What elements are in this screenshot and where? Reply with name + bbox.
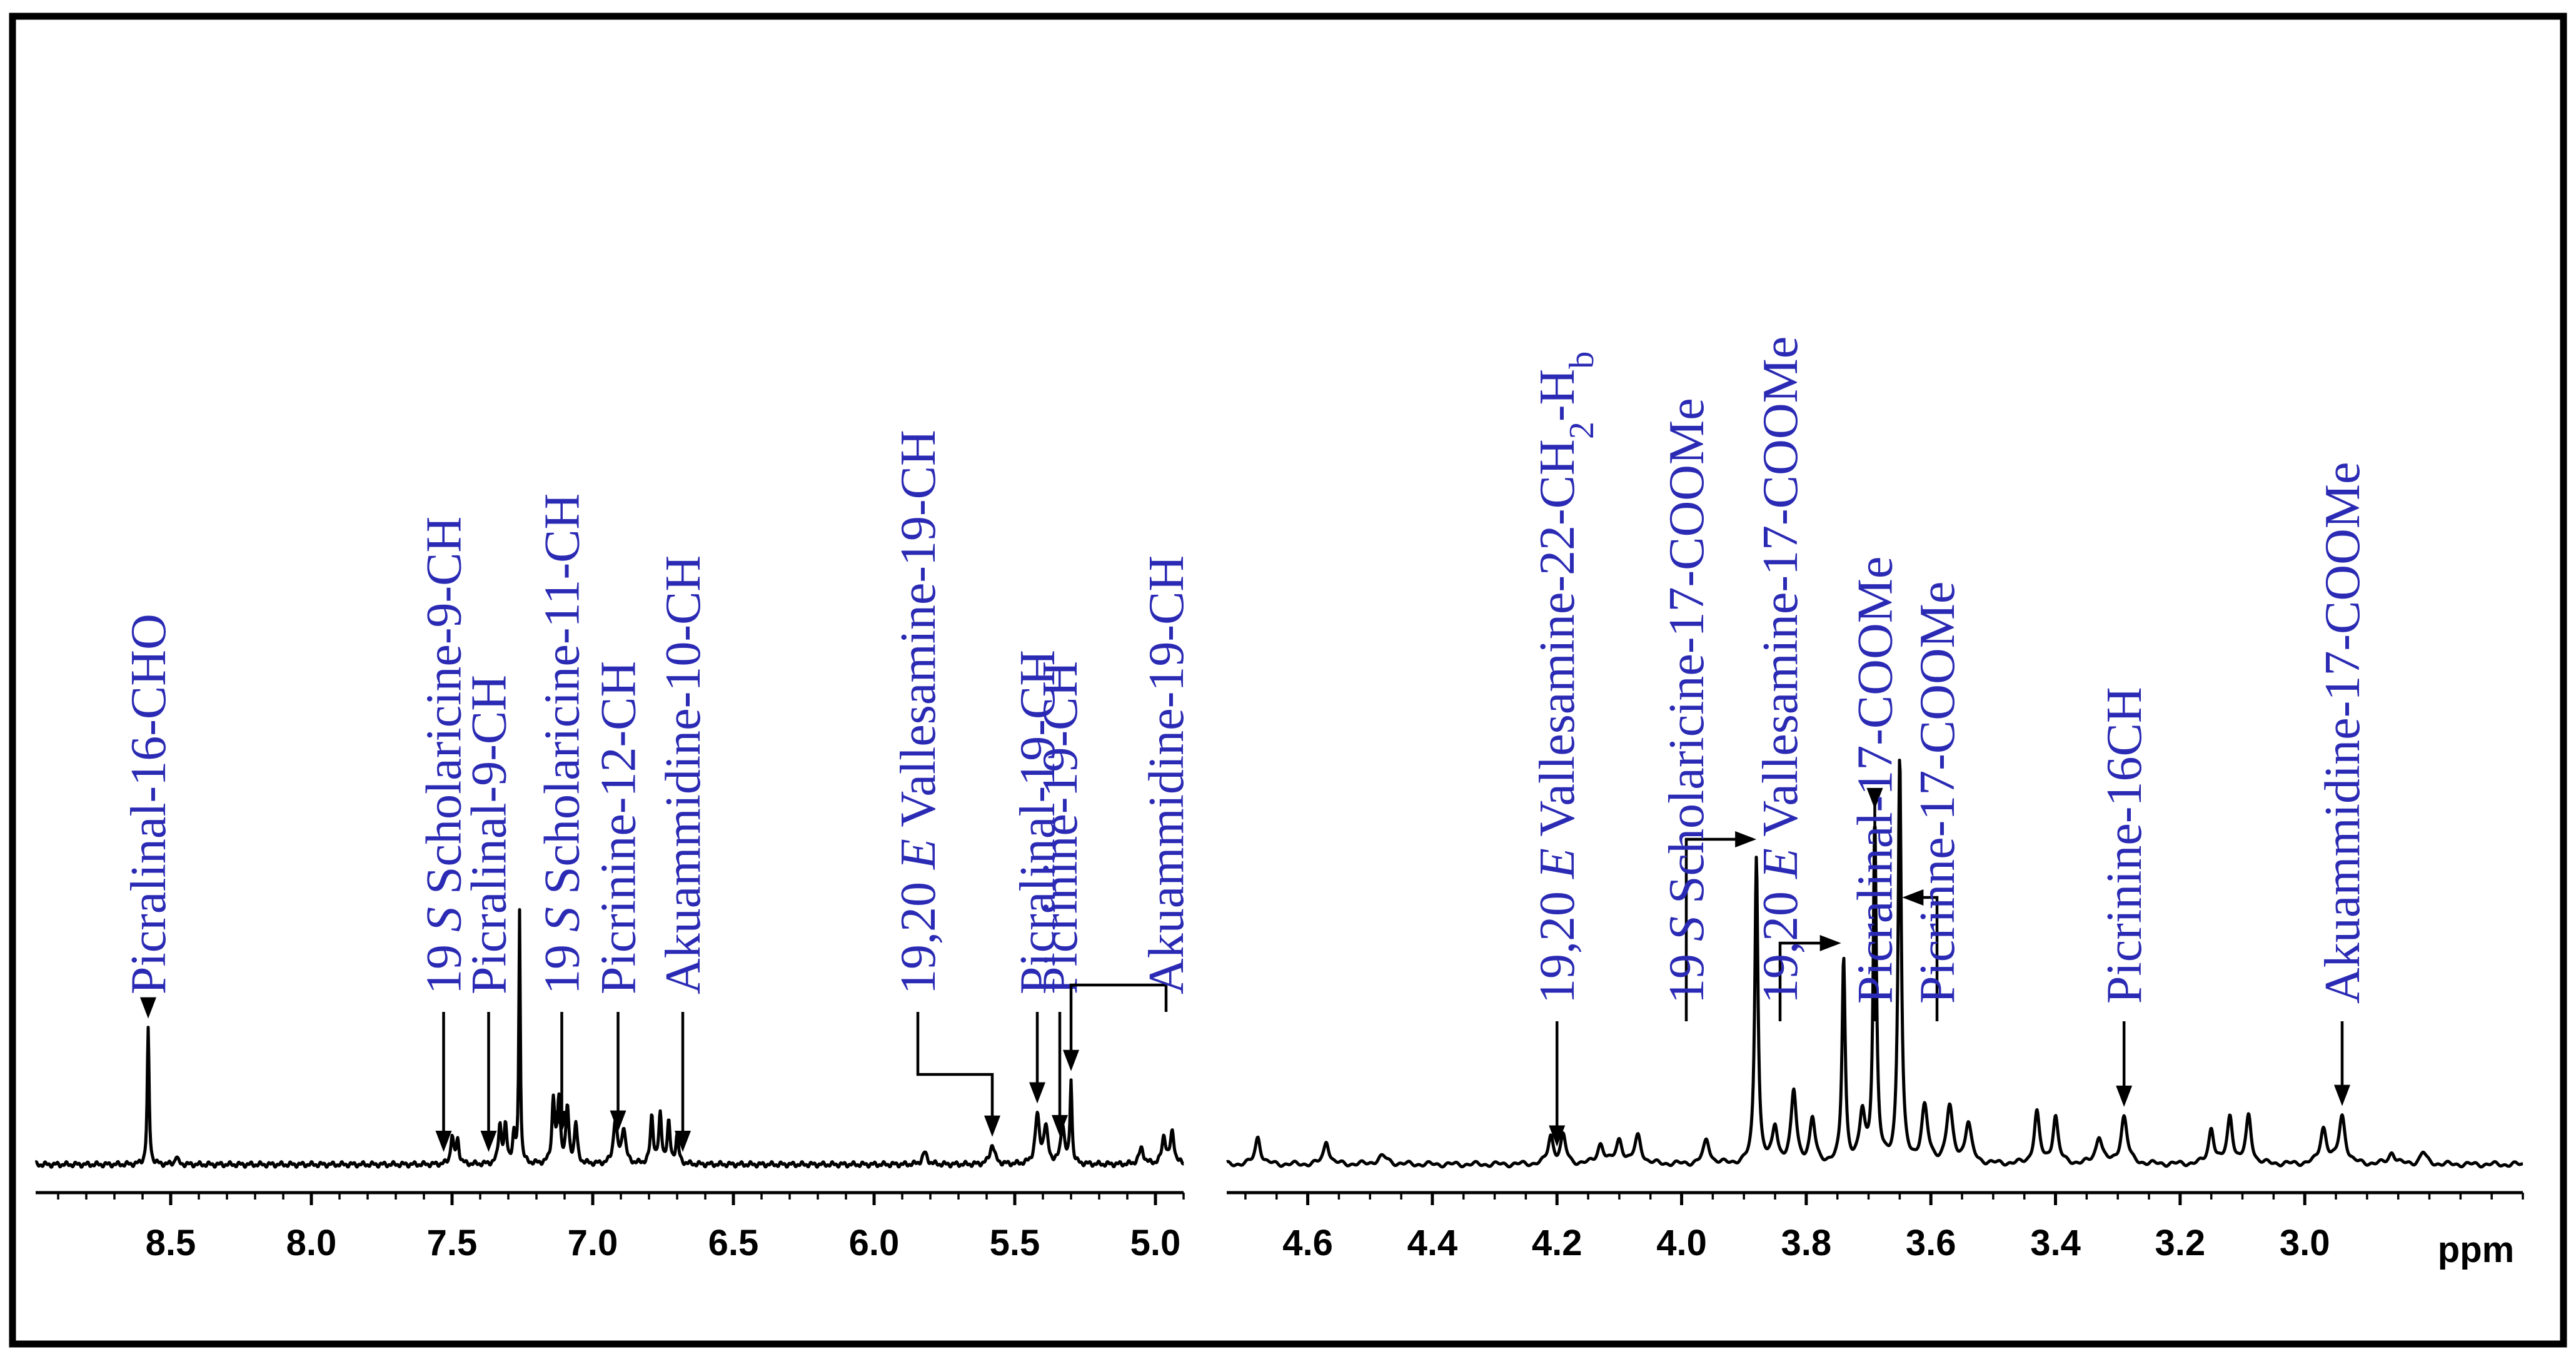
annotation-label: Picralinal-16-CHO	[121, 614, 176, 994]
annotation-arrowhead	[1052, 1114, 1068, 1136]
annotation-scholaricine-9-ch: 19 S Scholaricine-9-CH	[417, 517, 472, 1152]
x-tick-label: 4.6	[1282, 1223, 1333, 1263]
annotation-arrowhead	[435, 1131, 452, 1152]
annotation-picralinal-16-cho: Picralinal-16-CHO	[121, 614, 176, 1019]
left-spectrum-panel: 8.5 8.0 7.5 7.0 6.5 6.0 5.5 5.0	[34, 908, 1185, 1263]
annotation-label: Akuammidine-19-CH	[1139, 555, 1194, 994]
annotation-label: Akuammidine-17-COOMe	[2315, 462, 2370, 1004]
annotation-arrowhead	[1063, 1049, 1079, 1071]
x-tick-label: 7.5	[427, 1223, 478, 1263]
annotation-arrowhead	[1029, 1082, 1045, 1104]
annotation-label: Picralinal-17-COOMe	[1848, 557, 1903, 1004]
annotation-label: Akuammidine-10-CH	[656, 555, 711, 994]
annotation-label: 19,20 E Vallesamine-19-CH	[891, 430, 946, 994]
annotation-picrinine-12-ch: Picrinine-12-CH	[591, 661, 647, 1132]
annotation-arrow	[1684, 837, 1741, 1021]
figure-border	[9, 13, 2567, 1348]
annotation-label: Picralinal-19-CH	[1010, 650, 1065, 994]
x-tick-label: 8.0	[286, 1223, 337, 1263]
annotation-label: 19 S Scholaricine-11-CH	[535, 493, 590, 994]
annotation-arrowhead	[2333, 1084, 2350, 1106]
annotation-picrinne-17-coome: Picrinne-17-COOMe	[1902, 582, 1965, 1021]
x-tick-label: 3.0	[2280, 1223, 2330, 1263]
annotation-arrowhead	[1735, 831, 1757, 847]
annotation-label: Picrinine-16CH	[2097, 687, 2152, 1004]
annotation-picralinal-19-ch: Picralinal-19-CH	[1010, 650, 1065, 1104]
annotation-arrow	[1918, 896, 1939, 1021]
annotation-label: 19,20 E Vallesamine-22-CH2-Hb	[1530, 351, 1601, 1004]
x-tick-label: 4.4	[1407, 1223, 1458, 1263]
x-tick-label: 3.6	[1906, 1223, 1956, 1263]
annotation-scholaricine-11-ch: 19 S Scholaricine-11-CH	[535, 493, 590, 1133]
annotation-label: 19 S Scholaricine-17-COOMe	[1659, 398, 1714, 1004]
annotation-arrowhead	[1549, 1125, 1566, 1147]
annotation-label: Picrinine-12-CH	[591, 661, 647, 994]
x-tick-label: 6.5	[708, 1223, 759, 1263]
annotation-arrowhead	[140, 997, 156, 1019]
x-tick-label: 5.5	[990, 1223, 1040, 1263]
peak-annotations: Picralinal-16-CHO 19 S Scholaricine-9-CHP…	[121, 336, 2370, 1152]
x-tick-label: 5.0	[1130, 1223, 1181, 1263]
x-tick-label: 4.0	[1656, 1223, 1707, 1263]
x-tick-label: 4.2	[1532, 1223, 1582, 1263]
x-tick-label: 3.4	[2030, 1223, 2081, 1263]
annotation-arrowhead	[553, 1111, 570, 1133]
annotation-arrow	[916, 1012, 994, 1118]
x-tick-label: 6.0	[849, 1223, 900, 1263]
annotation-label: Picralinal-9-CH	[462, 675, 517, 994]
annotation-vallesamine-22-ch2: 19,20 E Vallesamine-22-CH2-Hb	[1530, 351, 1601, 1147]
annotation-arrowhead	[1866, 787, 1883, 809]
annotation-vallesamine-19-ch: 19,20 E Vallesamine-19-CH	[891, 430, 1000, 1137]
x-tick-label: 8.5	[146, 1223, 196, 1263]
annotation-arrowhead	[610, 1110, 626, 1132]
annotation-picrinine-16ch: Picrinine-16CH	[2097, 687, 2152, 1107]
annotation-akuammidine-10-ch: Akuammidine-10-CH	[656, 555, 711, 1152]
annotation-picrinine-19-ch: Picrinine-19-CH	[1033, 661, 1088, 1136]
annotation-arrow	[1778, 941, 1825, 1021]
annotation-arrowhead	[480, 1131, 497, 1152]
annotation-arrowhead	[984, 1115, 1000, 1137]
annotation-label: 19,20 E Vallesamine-17-COOMe	[1753, 336, 1808, 1004]
annotation-arrow	[1069, 983, 1168, 1053]
annotation-akuammidine-17-coome: Akuammidine-17-COOMe	[2315, 462, 2370, 1106]
annotation-label: 19 S Scholaricine-9-CH	[417, 517, 472, 994]
annotation-label: Picrinine-19-CH	[1033, 661, 1088, 994]
ppm-axis-unit-label: ppm	[2438, 1230, 2514, 1270]
annotation-label: Picrinne-17-COOMe	[1910, 582, 1965, 1004]
annotation-arrowhead	[1819, 935, 1841, 951]
annotation-vallesamine-17-coome: 19,20 E Vallesamine-17-COOMe	[1753, 336, 1841, 1021]
annotation-picralinal-9-ch: Picralinal-9-CH	[462, 675, 517, 1152]
x-tick-label: 3.8	[1781, 1223, 1832, 1263]
right-spectrum-panel: 4.6 4.4 4.2 4.0 3.8 3.6 3.4 3.2 3.0	[1225, 759, 2524, 1263]
spectrum-trace-left	[34, 908, 1185, 1169]
x-tick-label: 3.2	[2155, 1223, 2206, 1263]
x-tick-label: 7.0	[568, 1223, 618, 1263]
annotation-scholaricine-17-coome: 19 S Scholaricine-17-COOMe	[1659, 398, 1757, 1021]
annotation-picralinal-17-coome: Picralinal-17-COOMe	[1848, 557, 1903, 1021]
annotation-arrowhead	[1902, 889, 1924, 906]
annotation-akuammidine-19-ch: Akuammidine-19-CH	[1063, 555, 1194, 1071]
annotation-arrowhead	[2116, 1085, 2133, 1107]
annotation-arrowhead	[675, 1131, 691, 1152]
